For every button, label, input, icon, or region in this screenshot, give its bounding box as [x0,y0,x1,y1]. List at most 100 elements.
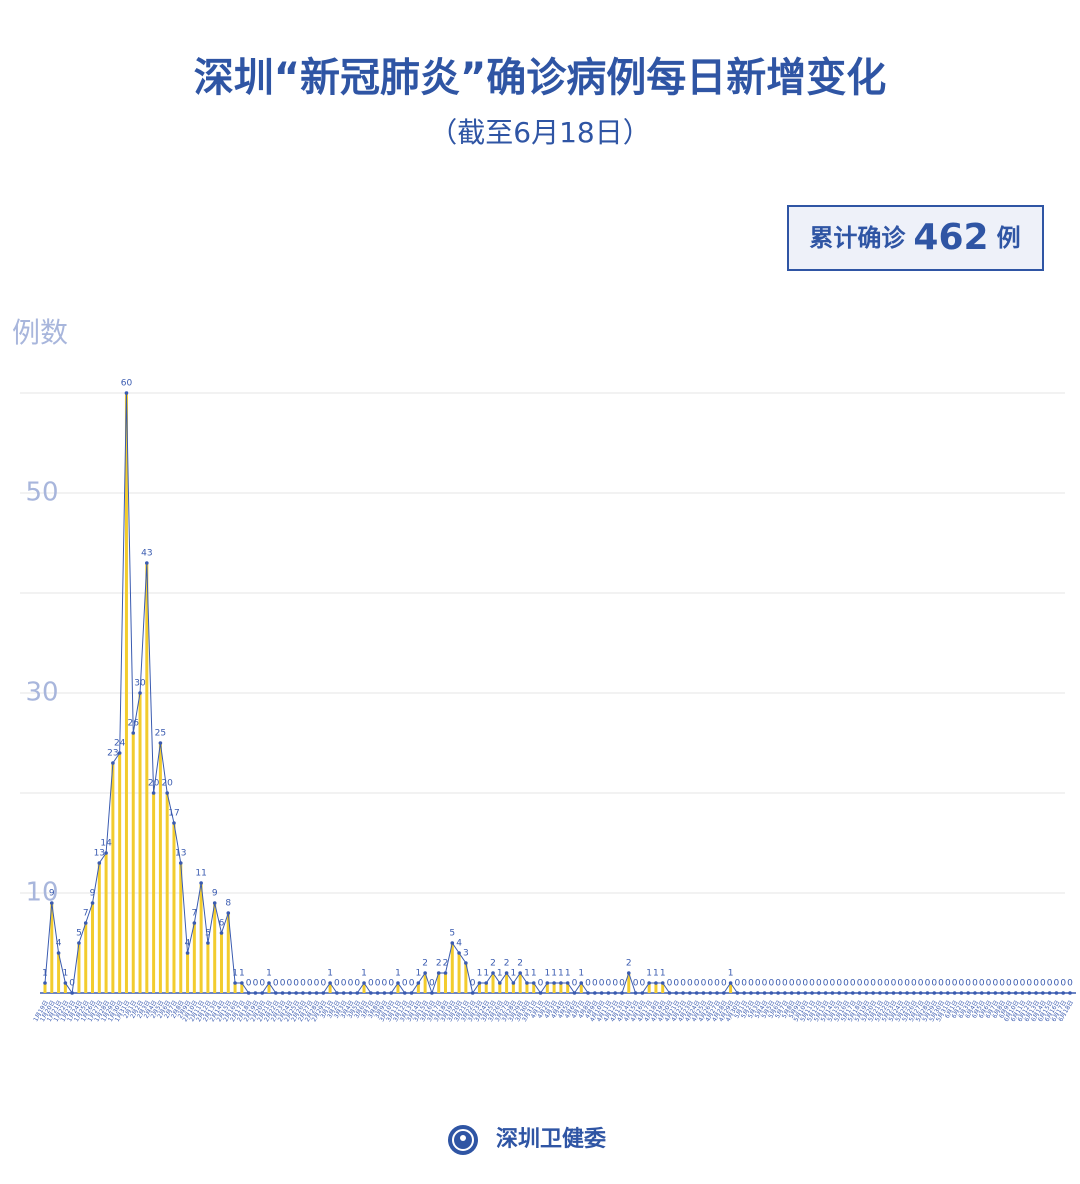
point [409,991,414,995]
point [307,991,312,995]
y-axis-label: 例数 [12,316,68,349]
bar [532,983,536,993]
bar [661,983,665,993]
point [49,901,54,905]
bar [566,983,570,993]
bar [362,983,366,993]
point [552,981,556,985]
value-label: 0 [796,979,802,989]
point [1007,991,1011,995]
point [199,881,203,885]
point [912,991,916,995]
value-label: 0 [388,979,394,989]
value-label: 1 [395,969,401,979]
point [1041,991,1045,995]
point [715,991,719,995]
value-label: 0 [1060,979,1066,989]
point [918,991,923,995]
bar [416,983,420,993]
bar [505,973,509,993]
point [1061,991,1066,995]
bar [233,983,237,993]
bar [267,983,271,993]
value-label: 13 [94,849,105,859]
point [185,951,190,955]
point [416,981,421,985]
point [559,981,563,985]
bar [396,983,400,993]
bar [552,983,556,993]
value-label: 1 [531,969,537,979]
point [946,991,950,995]
point [783,991,787,995]
value-label: 0 [986,979,992,989]
total-text: 累计确诊 462 例 [809,217,1020,258]
point [830,991,835,995]
point [145,561,149,565]
bar [545,983,549,993]
point [803,991,808,995]
bar [511,983,515,993]
point [450,941,455,945]
value-label: 1 [646,969,652,979]
value-label: 0 [409,979,415,989]
point [959,991,964,995]
bar [627,973,631,993]
bar [328,983,332,993]
value-label: 0 [762,979,768,989]
point [789,991,794,995]
value-label: 0 [782,979,788,989]
value-label: 1 [544,969,550,979]
point [206,941,210,945]
value-label: 0 [612,979,618,989]
bar [50,903,54,993]
value-label: 0 [334,979,340,989]
value-label: 1 [477,969,483,979]
point [850,991,855,995]
point [742,991,746,995]
point [226,911,231,915]
value-label: 1 [327,969,333,979]
bar [437,973,441,993]
point [70,991,74,995]
bar [213,903,217,993]
y-tick-label: 50 [25,478,58,508]
value-label: 1 [239,969,245,979]
bar [729,983,733,993]
value-label: 1 [653,969,659,979]
point [511,981,516,985]
value-label: 0 [69,979,75,989]
value-label: 0 [870,979,876,989]
value-label: 0 [735,979,741,989]
point [1068,991,1072,995]
value-label: 1 [232,969,238,979]
point [925,991,930,995]
value-label: 0 [701,979,707,989]
point [172,821,176,825]
value-label: 0 [572,979,578,989]
point [83,921,88,925]
point [151,791,156,795]
point [688,991,692,995]
bar [226,913,230,993]
point [979,991,984,995]
value-label: 6 [219,919,225,929]
chart-title: 深圳“新冠肺炎”确诊病例每日新增变化 [194,55,887,101]
value-label: 0 [830,979,836,989]
value-label: 0 [639,979,645,989]
point [993,991,998,995]
value-label: 0 [959,979,965,989]
point [178,861,183,865]
point [599,991,604,995]
value-label: 1 [524,969,530,979]
point [63,981,68,985]
point [674,991,679,995]
value-label: 2 [626,959,632,969]
point [952,991,957,995]
point [898,991,903,995]
point [966,991,970,995]
point [117,751,122,755]
bar [111,763,115,993]
value-label: 0 [287,979,293,989]
value-label: 0 [341,979,347,989]
